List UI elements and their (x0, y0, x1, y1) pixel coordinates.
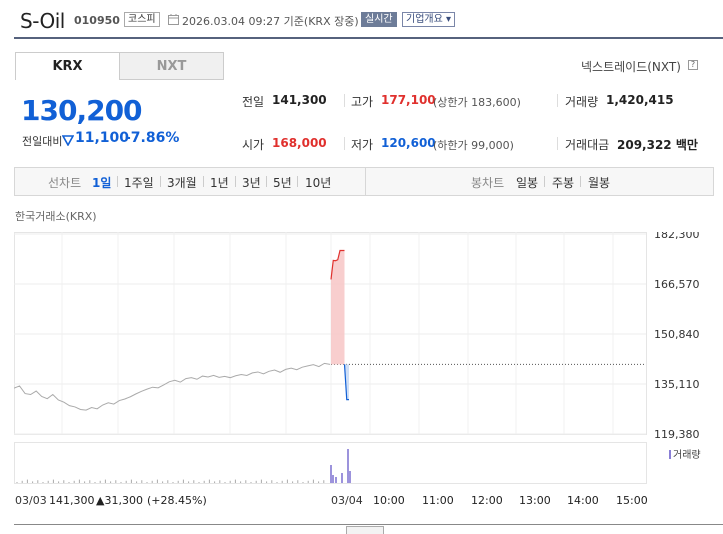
period-5y[interactable]: 5년 (273, 176, 292, 190)
x-label-15: 15:00 (616, 494, 648, 507)
period-separator (266, 176, 267, 187)
x-label-0303: 03/03 (15, 494, 47, 507)
nxt-link[interactable]: 넥스트레이드(NXT) (581, 60, 681, 74)
period-1w[interactable]: 1주일 (124, 176, 154, 190)
price-chart[interactable]: 182,300 166,570 150,840 135,110 119,380 거래량 (14, 232, 714, 484)
volume-legend: 거래량 (673, 449, 701, 461)
open-value: 168,000 (272, 136, 327, 150)
volume-label: 거래량 (565, 95, 599, 109)
market-badge: 코스피 (124, 12, 160, 27)
header-divider (14, 37, 723, 39)
stat-separator (344, 137, 345, 150)
period-1y[interactable]: 1년 (210, 176, 229, 190)
y-tick-label: 135,110 (654, 378, 700, 391)
high-label: 고가 (351, 95, 374, 109)
period-3y[interactable]: 3년 (242, 176, 261, 190)
gain-area (331, 250, 345, 365)
prev-close-label: 전일 (242, 95, 265, 109)
low-label: 저가 (351, 138, 374, 152)
y-tick-label: 182,300 (654, 232, 700, 241)
today-line-down (343, 364, 349, 401)
period-separator (544, 176, 545, 187)
prev-close-value: 141,300 (272, 93, 327, 107)
high-value: 177,100 (381, 93, 436, 107)
company-name: S-Oil (20, 9, 65, 33)
prev-day-line (14, 362, 331, 411)
x-label-14: 14:00 (567, 494, 599, 507)
stock-code: 010950 (74, 14, 120, 27)
period-separator (297, 176, 298, 187)
low-value: 120,600 (381, 136, 436, 150)
stat-separator (557, 94, 558, 107)
period-10y[interactable]: 10년 (305, 176, 332, 190)
volume-value: 1,420,415 (606, 93, 674, 107)
y-tick-label: 150,840 (654, 328, 700, 341)
prev-day-close: 141,300 (49, 494, 95, 507)
x-label-10: 10:00 (373, 494, 405, 507)
period-separator (203, 176, 204, 187)
stat-separator (557, 137, 558, 150)
prev-day-change: ▲31,300 (96, 494, 143, 507)
period-bar-divider (365, 168, 366, 195)
company-info-button[interactable]: 기업개요 ▾ (402, 12, 455, 27)
market-caption: 한국거래소(KRX) (15, 210, 97, 223)
current-price: 130,200 (21, 94, 143, 127)
today-line-up (330, 249, 345, 280)
tab-krx[interactable]: KRX (15, 52, 120, 80)
stat-separator (344, 94, 345, 107)
candle-chart-label: 봉차트 (471, 176, 505, 190)
period-separator (160, 176, 161, 187)
change-value: 11,100 (75, 130, 130, 146)
change-label: 전일대비 (22, 135, 63, 148)
open-label: 시가 (242, 138, 265, 152)
volume-border (14, 442, 647, 484)
period-1d[interactable]: 1일 (92, 176, 112, 190)
change-rate: -7.86% (125, 130, 180, 146)
period-separator (580, 176, 581, 187)
turnover-label: 거래대금 (565, 138, 610, 152)
y-tick-label: 119,380 (654, 428, 700, 441)
candle-weekly[interactable]: 주봉 (552, 176, 575, 190)
calendar-icon (168, 14, 179, 25)
x-label-12: 12:00 (471, 494, 503, 507)
turnover-value: 209,322 백만 (617, 138, 698, 152)
upper-limit: (상한가 183,600) (433, 96, 521, 109)
lower-limit: (하한가 99,000) (433, 139, 514, 152)
period-bar (14, 167, 714, 196)
candle-monthly[interactable]: 월봉 (588, 176, 611, 190)
x-label-0304: 03/04 (331, 494, 363, 507)
down-triangle-icon (62, 135, 74, 146)
y-tick-label: 166,570 (654, 278, 700, 291)
tab-nxt[interactable]: NXT (119, 52, 224, 80)
prev-day-rate: (+28.45%) (147, 494, 207, 507)
period-3m[interactable]: 3개월 (167, 176, 197, 190)
timestamp: 2026.03.04 09:27 기준(KRX 장중) (182, 15, 359, 28)
realtime-badge: 실시간 (361, 12, 397, 27)
x-label-11: 11:00 (422, 494, 454, 507)
x-label-13: 13:00 (519, 494, 551, 507)
candle-daily[interactable]: 일봉 (516, 176, 539, 190)
scroll-handle[interactable] (346, 526, 384, 534)
line-chart-label: 선차트 (48, 176, 82, 190)
volume-legend-marker (669, 450, 671, 459)
period-separator (235, 176, 236, 187)
footer-divider (14, 524, 723, 525)
help-icon[interactable]: ? (688, 60, 698, 70)
period-separator (117, 176, 118, 187)
